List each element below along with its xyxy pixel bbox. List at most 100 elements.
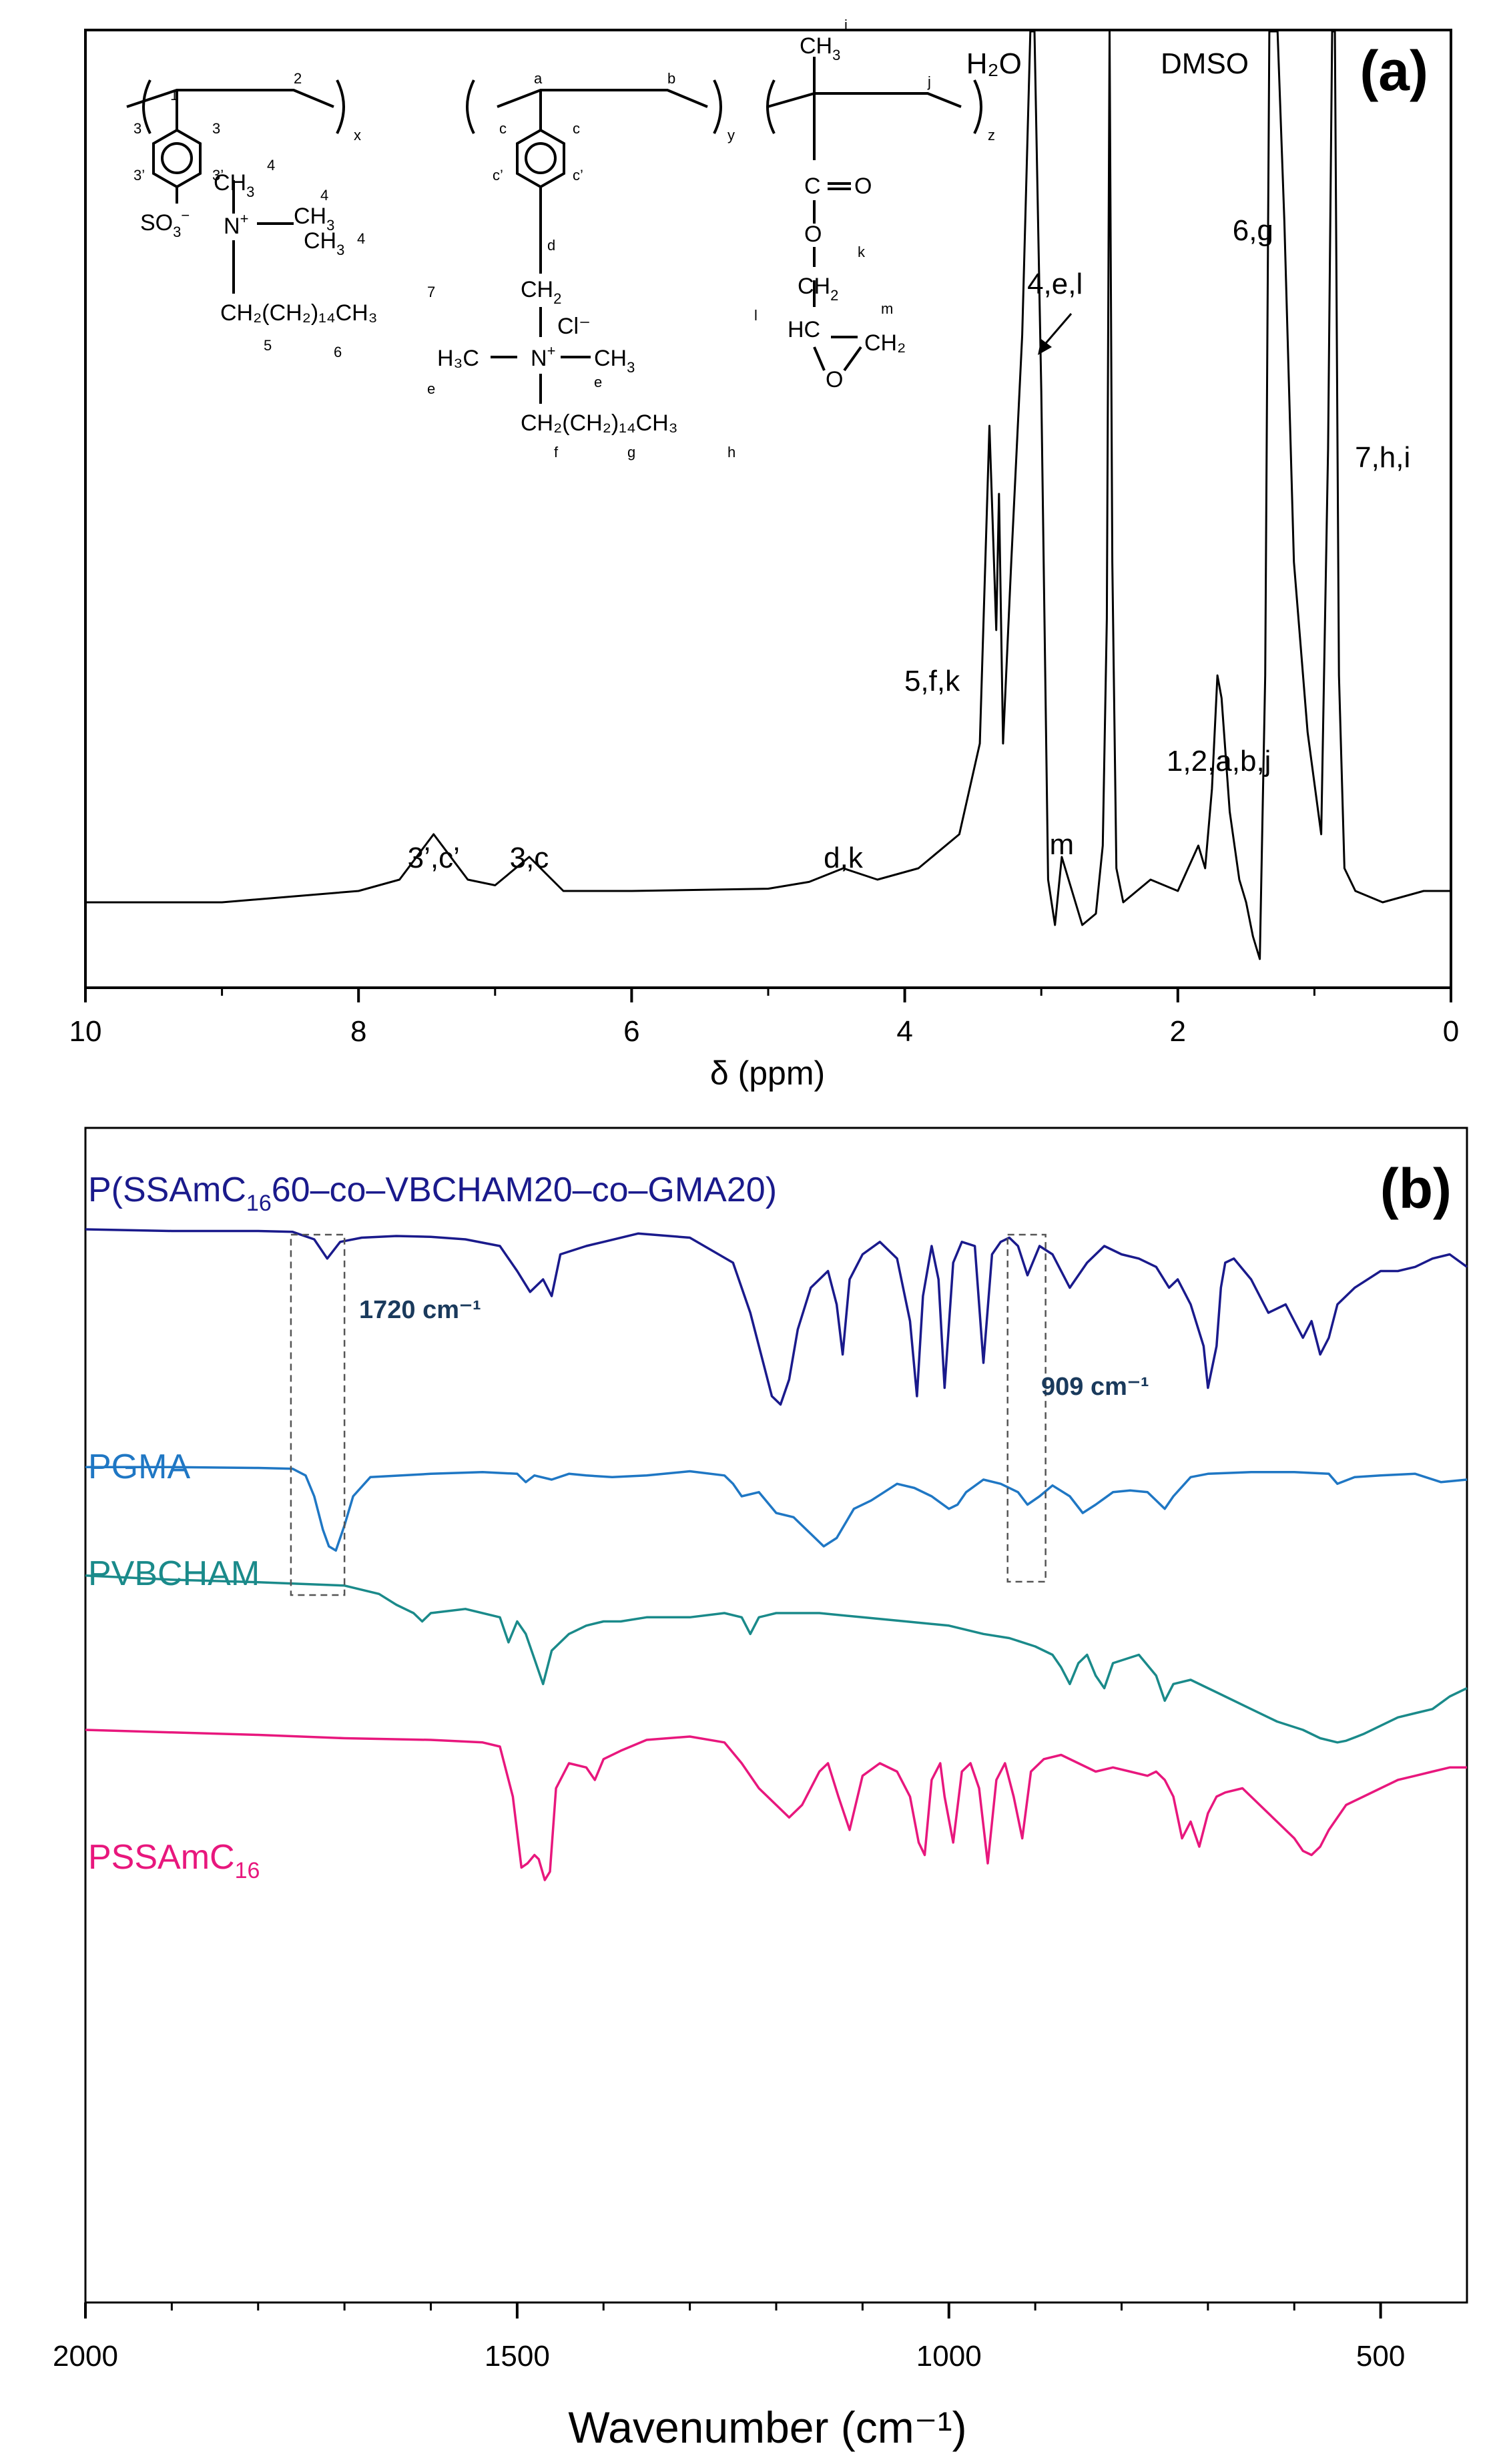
h3c-group: H₃C (437, 346, 479, 371)
atom-label: 4 (357, 230, 365, 247)
atom-label: b (667, 70, 675, 87)
nmr-panel: (a) (69, 17, 1460, 1092)
ring2-aromatic (525, 142, 557, 174)
ftir-series-label: PSSAmC16 (88, 1838, 260, 1883)
ftir-series-label: PGMA (88, 1448, 190, 1486)
atom-label: 3’ (133, 167, 145, 184)
structure-text: 1 2 x 3 3 3’ 3’ 4 4 4 SO3− N+ CH3 CH3 CH… (133, 17, 995, 460)
nmr-peak-label: 4,e,l (1027, 268, 1083, 300)
nmr-peak-label: DMSO (1161, 47, 1249, 80)
subscript-z: z (988, 127, 995, 143)
bracket-y-left (466, 79, 475, 134)
ftir-highlight-box (290, 1233, 346, 1596)
nmr-spectrum-line (85, 30, 1451, 960)
h2o-arrow (1038, 313, 1073, 355)
nmr-peak-label: m (1050, 828, 1075, 861)
atom-label: k (858, 244, 866, 260)
atom-label: e (427, 380, 435, 397)
ammonium-n: N+ (224, 210, 248, 239)
atom-label: 3’ (212, 167, 224, 184)
atom-label: a (534, 70, 543, 87)
atom-label: g (627, 444, 635, 460)
ftir-plot-frame (84, 1127, 1468, 2304)
epoxide-ch: HC (788, 317, 820, 342)
chloride-ion: Cl⁻ (557, 314, 591, 339)
nmr-x-tick-label: 0 (1443, 1015, 1459, 1048)
nmr-peak-label: 1,2,a,b,j (1167, 745, 1271, 778)
atom-label: 1 (170, 87, 178, 103)
nmr-plot-frame (84, 29, 1452, 989)
atom-label: i (844, 17, 848, 33)
epoxide-o: O (826, 367, 843, 392)
arrow-shaft (1041, 313, 1073, 348)
ftir-annotations: 1720 cm⁻¹ 909 cm⁻¹ (290, 1233, 1149, 1596)
ftir-series-line (85, 1228, 1468, 1406)
copolymer-structure (126, 57, 982, 404)
ftir-x-tick-label: 1000 (916, 2340, 982, 2373)
alkyl-chain: CH₂(CH₂)₁₄CH₃ (521, 410, 678, 436)
atom-label: 4 (267, 157, 275, 174)
methyl-group: CH3 (800, 33, 840, 63)
ftir-panel-label: (b) (1380, 1157, 1452, 1220)
alkyl-chain: CH₂(CH₂)₁₄CH₃ (220, 300, 378, 326)
ftir-x-tick-label: 500 (1356, 2340, 1405, 2373)
ftir-series-line (85, 1729, 1467, 1881)
arrow-head (1038, 339, 1052, 355)
bracket-x-right (336, 79, 345, 134)
atom-label: m (881, 300, 893, 317)
nmr-peak-label: 3’,c’ (408, 842, 460, 874)
sulfonate-group: SO3− (140, 207, 190, 240)
nmr-x-tick-label: 6 (623, 1015, 639, 1048)
nmr-x-tick-label: 4 (896, 1015, 912, 1048)
ammonium-n: N+ (531, 342, 555, 371)
methyl-group: CH3 (214, 170, 254, 200)
ftir-x-axis: 2000 1500 1000 500 (53, 2302, 1405, 2373)
ftir-x-tick-label: 2000 (53, 2340, 118, 2373)
ftir-series-line (85, 1574, 1468, 1744)
methylene-group: CH2 (798, 274, 838, 304)
subscript-x: x (354, 127, 361, 143)
atom-label: 2 (294, 70, 302, 87)
ftir-panel: (b) 2000 1500 1000 500 P(SSAmC1660–co–VBCHA… (53, 1127, 1468, 2452)
bracket-z-right (973, 79, 982, 134)
ftir-x-tick-label: 1500 (485, 2340, 550, 2373)
atom-label: h (727, 444, 735, 460)
methyl-group: CH3 (304, 228, 344, 258)
ftir-series (85, 1228, 1468, 1881)
nmr-x-tick-label: 10 (69, 1015, 102, 1048)
carbonyl-c: C (804, 174, 821, 199)
epoxide-ch2: CH₂ (864, 330, 906, 356)
bracket-z-left (766, 79, 776, 134)
ftir-x-axis-title: Wavenumber (cm⁻¹) (568, 2403, 966, 2452)
nmr-peak-label: 6,g (1233, 214, 1273, 247)
carbonyl-o: O (854, 174, 872, 199)
nmr-peak-label: H₂O (966, 47, 1022, 80)
nmr-panel-label: (a) (1360, 39, 1428, 102)
ring1-benzene (152, 128, 202, 189)
atom-label: d (547, 237, 555, 254)
atom-label: f (554, 444, 559, 460)
ring1-aromatic (161, 142, 193, 174)
nmr-x-axis: 10 8 6 4 2 0 (69, 988, 1459, 1048)
ftir-series-labels: P(SSAmC1660–co–VBCHAM20–co–GMA20) PGMA PVB… (88, 1171, 777, 1883)
nmr-x-tick-label: 2 (1170, 1015, 1186, 1048)
ftir-series-label: PVBCHAM (88, 1554, 260, 1593)
methyl-group: CH3 (594, 346, 635, 376)
atom-label: 3 (133, 120, 141, 137)
atom-label: 4 (320, 187, 328, 204)
subscript-y: y (727, 127, 735, 143)
nmr-peak-label: d,k (824, 842, 864, 874)
gma-epoxide-ch-o (813, 346, 826, 371)
nmr-peak-label: 7,h,i (1355, 441, 1410, 474)
ftir-series-label: P(SSAmC1660–co–VBCHAM20–co–GMA20) (88, 1171, 777, 1216)
bracket-x-left (142, 79, 152, 134)
ring2-benzene (516, 128, 565, 189)
methylene-group: CH2 (521, 277, 561, 307)
atom-label: j (927, 73, 931, 90)
nmr-x-tick-label: 8 (350, 1015, 366, 1048)
atom-label: c (499, 120, 507, 137)
methyl-group: CH3 (294, 204, 334, 234)
atom-label: 3 (212, 120, 220, 137)
nmr-peak-label: 3,c (510, 842, 549, 874)
